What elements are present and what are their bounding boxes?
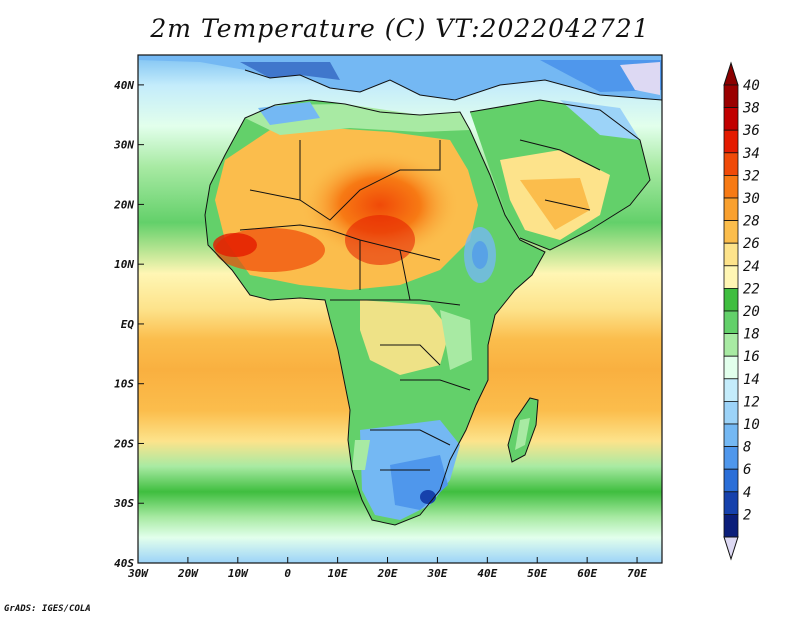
x-tick-label: 60E (577, 567, 597, 580)
x-tick-label: 30E (426, 567, 447, 580)
colorbar-label: 24 (743, 259, 760, 275)
colorbar-label: 30 (742, 191, 760, 207)
y-tick-label: 10S (114, 378, 134, 391)
y-tick-label: 40S (114, 557, 134, 570)
map-title: 2m Temperature (C) VT:2022042721 (150, 14, 650, 43)
colorbar-swatch (723, 446, 739, 470)
colorbar-max-arrow (723, 61, 739, 86)
colorbar-swatch (723, 107, 739, 131)
x-axis-ticks: 30W 20W 10W 0 10E 20E 30E 40E 50E 60E 70E (127, 557, 647, 580)
colorbar-swatch (723, 400, 739, 425)
colorbar-label: 32 (742, 168, 760, 184)
colorbar-swatch (723, 310, 739, 335)
colorbar-swatch (723, 129, 739, 154)
colorbar-label: 6 (743, 462, 751, 478)
y-tick-label: 30S (113, 497, 134, 510)
colorbar-swatch (723, 152, 739, 176)
colorbar-label: 26 (743, 236, 760, 252)
colorbar-label: 38 (742, 101, 760, 117)
colorbar-label: 10 (743, 417, 760, 433)
x-tick-label: 30W (127, 567, 149, 580)
grads-credit: GrADS: IGES/COLA (4, 604, 91, 614)
x-tick-label: 10W (228, 567, 249, 580)
colorbar: 40 38 36 34 32 30 28 26 24 22 20 18 16 14 12 10 8 6 4 2 (723, 61, 760, 561)
colorbar-swatch (723, 514, 739, 538)
y-tick-label: 40N (114, 79, 134, 92)
colorbar-label: 34 (742, 146, 760, 162)
colorbar-swatch (723, 468, 739, 493)
colorbar-label: 12 (743, 394, 760, 410)
x-tick-label: 20E (377, 567, 398, 580)
colorbar-swatch (723, 423, 739, 448)
colorbar-swatch (723, 220, 739, 244)
colorbar-label: 2 (743, 507, 751, 523)
y-tick-label: 10N (114, 258, 134, 271)
colorbar-label: 8 (743, 440, 751, 456)
y-tick-label: 20N (113, 198, 134, 211)
colorbar-swatch (723, 378, 739, 402)
colorbar-label: 40 (743, 78, 760, 94)
x-tick-label: 40E (477, 567, 497, 580)
map-frame (137, 54, 663, 564)
colorbar-label: 22 (743, 281, 760, 297)
colorbar-swatch (723, 84, 739, 109)
x-tick-label: 50E (527, 567, 547, 580)
colorbar-swatch (723, 491, 739, 515)
colorbar-label: 20 (743, 304, 760, 320)
colorbar-label: 14 (743, 372, 760, 388)
colorbar-swatch (723, 355, 739, 380)
y-tick-label: 20S (113, 437, 134, 450)
x-tick-label: 0 (284, 567, 291, 580)
colorbar-label: 36 (742, 123, 760, 139)
colorbar-label: 4 (743, 485, 751, 501)
x-tick-label: 10E (328, 567, 348, 580)
colorbar-swatch (723, 197, 739, 222)
x-tick-label: 70E (627, 567, 647, 580)
x-tick-label: 20W (177, 567, 199, 580)
temperature-field (138, 55, 662, 563)
colorbar-swatch (723, 242, 739, 267)
colorbar-swatch (723, 174, 739, 199)
y-axis-ticks: 40N 30N 20N 10N EQ 10S 20S 30S 40S (113, 79, 144, 570)
colorbar-label: 28 (743, 214, 760, 230)
colorbar-swatch (723, 265, 739, 289)
colorbar-min-arrow (723, 536, 739, 561)
y-tick-label: 30N (113, 139, 134, 152)
colorbar-label: 18 (743, 327, 760, 343)
colorbar-swatch (723, 333, 739, 357)
colorbar-swatch (723, 287, 739, 312)
colorbar-label: 16 (743, 349, 760, 365)
y-tick-label: EQ (121, 318, 135, 331)
